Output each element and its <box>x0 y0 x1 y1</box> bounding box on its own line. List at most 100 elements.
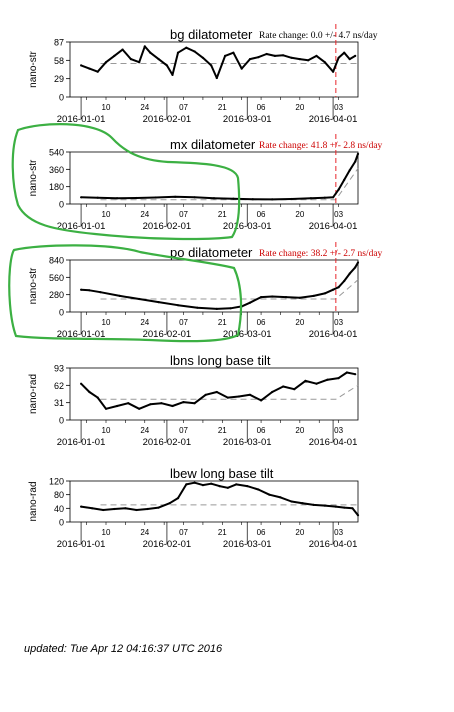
x-month-label: 2016-01-01 <box>57 221 106 232</box>
data-point <box>218 485 221 488</box>
plot-frame <box>69 41 359 98</box>
data-point <box>124 507 127 510</box>
data-point <box>138 61 141 64</box>
data-point <box>232 197 235 200</box>
x-month-label: 2016-04-01 <box>309 329 358 340</box>
data-point <box>337 56 340 59</box>
data-point <box>116 197 119 200</box>
data-point <box>354 373 357 376</box>
data-point <box>290 56 293 59</box>
data-point <box>323 292 326 295</box>
data-point <box>212 197 216 200</box>
x-month-label: 2016-02-01 <box>143 221 192 232</box>
x-day-label: 07 <box>179 210 188 219</box>
data-point <box>323 61 326 64</box>
data-point <box>298 58 301 61</box>
data-point <box>96 396 99 399</box>
x-day-label: 21 <box>218 318 227 327</box>
updated-timestamp: updated: Tue Apr 12 04:16:37 UTC 2016 <box>24 643 223 655</box>
data-point <box>332 196 335 199</box>
x-month-label: 2016-04-01 <box>309 221 358 232</box>
x-day-label: 07 <box>179 103 188 112</box>
chart-title: bg dilatometer <box>170 27 253 42</box>
data-point <box>279 496 282 499</box>
data-point <box>176 51 180 54</box>
x-day-label: 24 <box>140 210 149 219</box>
plot-frame <box>69 367 359 421</box>
dilatometer-tilt-charts: bg dilatometer Rate change: 0.0 +/- 4.7 n… <box>8 24 383 550</box>
data-point <box>226 396 229 399</box>
y-tick-label: 0 <box>59 518 64 528</box>
y-axis-label: nano-rad <box>28 374 39 414</box>
y-tick-label: 87 <box>54 38 64 48</box>
y-tick-label: 62 <box>54 381 64 391</box>
data-point <box>323 196 326 199</box>
data-point <box>160 402 163 405</box>
data-point <box>348 272 351 275</box>
data-point <box>271 390 274 394</box>
data-point <box>348 169 351 172</box>
rate-change-label: Rate change: 41.8 +/- 2.8 ns/day <box>259 141 383 151</box>
data-point <box>135 508 138 512</box>
data-point <box>237 395 240 398</box>
data-point <box>121 48 124 51</box>
data-point <box>88 289 91 292</box>
data-point <box>337 377 340 380</box>
data-point <box>193 196 196 199</box>
data-point <box>312 503 315 506</box>
x-day-label: 06 <box>257 103 266 112</box>
y-tick-label: 80 <box>54 490 64 500</box>
x-day-label: 21 <box>218 528 227 537</box>
x-day-label: 20 <box>295 528 304 537</box>
y-tick-label: 0 <box>59 416 64 426</box>
data-point <box>165 64 168 67</box>
data-point <box>193 481 196 484</box>
data-point <box>138 297 141 301</box>
data-point <box>301 502 304 505</box>
x-day-label: 21 <box>218 210 227 219</box>
data-point <box>104 61 108 64</box>
data-series-line <box>81 153 359 201</box>
y-tick-label: 31 <box>54 398 64 408</box>
x-day-label: 03 <box>334 426 343 435</box>
data-point <box>157 58 160 61</box>
y-axis-label: nano-rad <box>28 481 39 521</box>
data-point <box>157 301 160 304</box>
x-day-label: 20 <box>295 318 304 327</box>
data-point <box>354 266 357 269</box>
data-point <box>290 500 293 503</box>
data-point <box>315 382 318 385</box>
x-month-label: 2016-03-01 <box>223 437 272 448</box>
x-month-label: 2016-03-01 <box>223 539 272 550</box>
x-day-label: 06 <box>257 318 266 327</box>
data-point <box>154 196 157 199</box>
data-point <box>343 506 346 509</box>
x-day-label: 10 <box>102 426 111 435</box>
data-point <box>80 382 83 385</box>
x-day-label: 10 <box>102 103 111 112</box>
data-point <box>312 294 315 297</box>
data-point <box>282 385 285 388</box>
data-point <box>176 304 180 307</box>
x-day-label: 24 <box>140 426 149 435</box>
data-point <box>138 407 141 410</box>
data-series-line <box>81 262 359 310</box>
y-tick-label: 360 <box>49 165 64 175</box>
data-point <box>116 404 119 408</box>
data-point <box>343 178 346 181</box>
x-month-label: 2016-01-01 <box>57 539 106 550</box>
data-point <box>210 482 213 485</box>
x-month-label: 2016-02-01 <box>143 437 192 448</box>
data-point <box>135 196 138 200</box>
data-point <box>91 507 94 510</box>
data-point <box>351 507 354 510</box>
data-point <box>171 73 174 76</box>
x-month-label: 2016-01-01 <box>57 329 106 340</box>
data-point <box>293 388 296 391</box>
x-day-label: 24 <box>140 528 149 537</box>
data-point <box>80 64 83 67</box>
data-point <box>348 58 351 61</box>
data-point <box>99 291 102 294</box>
data-point <box>271 198 274 201</box>
